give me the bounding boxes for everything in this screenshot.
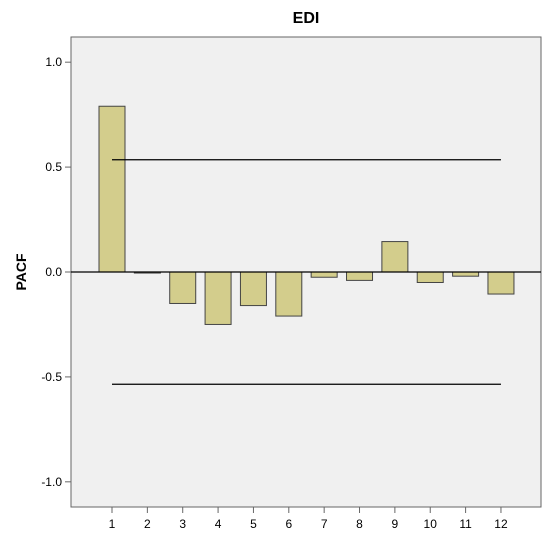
x-tick-label: 4	[215, 517, 222, 531]
y-tick-label: 0.5	[45, 160, 62, 174]
bars	[98, 105, 515, 325]
chart-title: EDI	[293, 10, 320, 27]
x-tick-label: 1	[109, 517, 116, 531]
y-tick-label: -0.5	[41, 370, 62, 384]
pacf-bar	[310, 271, 338, 278]
pacf-bar	[239, 271, 267, 307]
y-tick-label: -1.0	[41, 475, 62, 489]
x-tick-label: 10	[424, 517, 438, 531]
x-tick-label: 8	[356, 517, 363, 531]
y-tick-label: 1.0	[45, 55, 62, 69]
x-tick-label: 3	[179, 517, 186, 531]
pacf-bar	[416, 271, 444, 283]
y-axis-label: PACF	[13, 253, 29, 291]
pacf-bar	[204, 271, 232, 325]
pacf-bar	[381, 241, 409, 273]
pacf-bar	[346, 271, 374, 281]
pacf-bar	[169, 271, 197, 304]
x-tick-label: 11	[459, 517, 472, 531]
x-axis: 1 2 3 4 5 6 7 8 9 10 11 12	[109, 507, 508, 531]
pacf-bar	[275, 271, 303, 317]
y-tick-label: 0.0	[45, 265, 62, 279]
x-tick-label: 5	[250, 517, 257, 531]
confidence-limits	[112, 159, 501, 385]
pacf-bar	[487, 271, 515, 295]
pacf-bar	[98, 105, 126, 273]
x-tick-label: 12	[494, 517, 508, 531]
x-tick-label: 2	[144, 517, 151, 531]
x-tick-label: 9	[392, 517, 399, 531]
x-tick-label: 6	[285, 517, 292, 531]
x-tick-label: 7	[321, 517, 328, 531]
y-axis: 1.0 0.5 0.0 -0.5 -1.0	[41, 55, 71, 489]
